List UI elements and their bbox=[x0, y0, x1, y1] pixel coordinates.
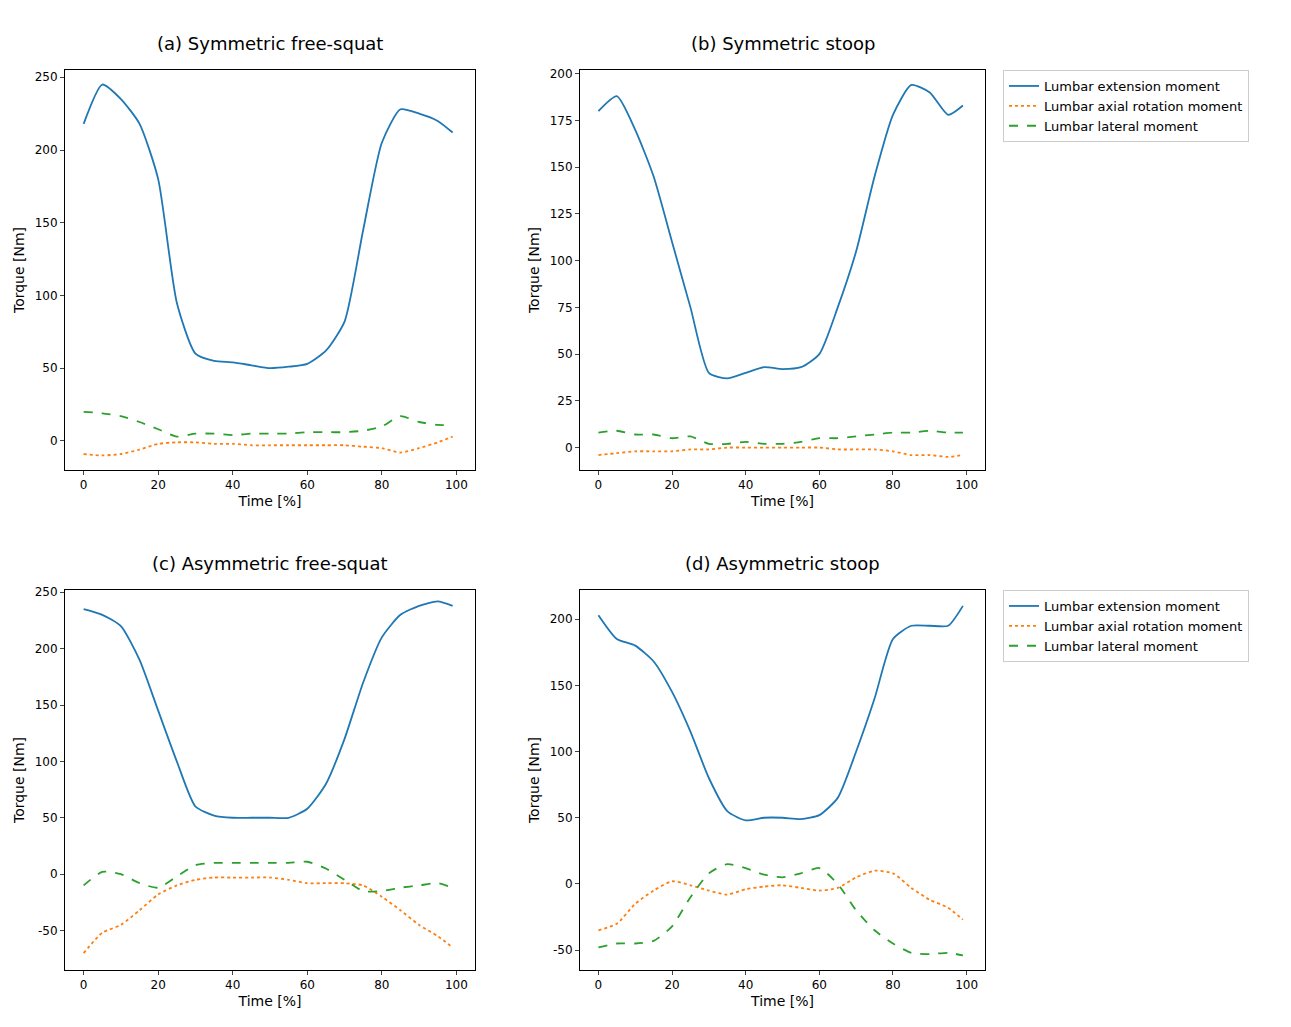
svg-text:25: 25 bbox=[557, 394, 572, 408]
svg-text:50: 50 bbox=[42, 811, 57, 825]
svg-text:40: 40 bbox=[225, 978, 240, 992]
svg-text:100: 100 bbox=[35, 289, 58, 303]
svg-text:150: 150 bbox=[550, 160, 573, 174]
svg-text:Torque [Nm]: Torque [Nm] bbox=[526, 227, 542, 314]
svg-text:0: 0 bbox=[565, 441, 573, 455]
svg-text:20: 20 bbox=[151, 978, 166, 992]
svg-text:75: 75 bbox=[557, 301, 572, 315]
svg-text:80: 80 bbox=[885, 978, 900, 992]
svg-text:20: 20 bbox=[664, 978, 679, 992]
svg-text:Time [%]: Time [%] bbox=[238, 493, 302, 509]
svg-text:200: 200 bbox=[550, 612, 573, 626]
svg-text:80: 80 bbox=[374, 478, 389, 492]
svg-text:0: 0 bbox=[80, 978, 88, 992]
svg-text:0: 0 bbox=[80, 478, 88, 492]
svg-text:50: 50 bbox=[42, 361, 57, 375]
svg-text:Time [%]: Time [%] bbox=[238, 993, 302, 1009]
svg-text:175: 175 bbox=[550, 114, 573, 128]
svg-text:Lumbar lateral moment: Lumbar lateral moment bbox=[1044, 119, 1198, 134]
svg-text:0: 0 bbox=[595, 478, 603, 492]
svg-text:0: 0 bbox=[565, 877, 573, 891]
svg-text:-50: -50 bbox=[553, 943, 573, 957]
svg-text:Torque [Nm]: Torque [Nm] bbox=[526, 737, 542, 824]
svg-text:50: 50 bbox=[557, 347, 572, 361]
svg-text:20: 20 bbox=[664, 478, 679, 492]
svg-text:100: 100 bbox=[35, 755, 58, 769]
svg-text:100: 100 bbox=[550, 254, 573, 268]
svg-text:60: 60 bbox=[300, 978, 315, 992]
svg-text:200: 200 bbox=[35, 642, 58, 656]
svg-text:Lumbar extension moment: Lumbar extension moment bbox=[1044, 599, 1220, 614]
svg-text:Lumbar axial rotation moment: Lumbar axial rotation moment bbox=[1044, 99, 1242, 114]
svg-text:20: 20 bbox=[151, 478, 166, 492]
svg-text:200: 200 bbox=[35, 143, 58, 157]
svg-text:150: 150 bbox=[35, 698, 58, 712]
svg-text:0: 0 bbox=[50, 434, 58, 448]
svg-text:(a) Symmetric free-squat: (a) Symmetric free-squat bbox=[157, 33, 383, 54]
svg-text:Lumbar axial rotation moment: Lumbar axial rotation moment bbox=[1044, 619, 1242, 634]
svg-text:Lumbar lateral moment: Lumbar lateral moment bbox=[1044, 639, 1198, 654]
svg-text:0: 0 bbox=[50, 867, 58, 881]
svg-text:100: 100 bbox=[550, 745, 573, 759]
svg-text:125: 125 bbox=[550, 207, 573, 221]
svg-text:80: 80 bbox=[885, 478, 900, 492]
svg-text:60: 60 bbox=[812, 478, 827, 492]
svg-text:200: 200 bbox=[550, 67, 573, 81]
svg-text:Torque [Nm]: Torque [Nm] bbox=[11, 737, 27, 824]
svg-text:Time [%]: Time [%] bbox=[750, 993, 814, 1009]
svg-text:100: 100 bbox=[955, 478, 978, 492]
svg-text:(d) Asymmetric stoop: (d) Asymmetric stoop bbox=[685, 553, 880, 574]
svg-text:60: 60 bbox=[812, 978, 827, 992]
svg-text:150: 150 bbox=[550, 679, 573, 693]
svg-text:100: 100 bbox=[445, 978, 468, 992]
svg-text:Torque [Nm]: Torque [Nm] bbox=[11, 227, 27, 314]
svg-text:-50: -50 bbox=[38, 924, 58, 938]
svg-text:100: 100 bbox=[445, 478, 468, 492]
svg-text:Lumbar extension moment: Lumbar extension moment bbox=[1044, 79, 1220, 94]
svg-text:40: 40 bbox=[225, 478, 240, 492]
svg-text:100: 100 bbox=[955, 978, 978, 992]
svg-text:0: 0 bbox=[595, 978, 603, 992]
svg-text:(b) Symmetric stoop: (b) Symmetric stoop bbox=[691, 33, 875, 54]
svg-text:Time [%]: Time [%] bbox=[750, 493, 814, 509]
svg-text:150: 150 bbox=[35, 216, 58, 230]
svg-text:50: 50 bbox=[557, 811, 572, 825]
svg-text:80: 80 bbox=[374, 978, 389, 992]
svg-text:(c) Asymmetric free-squat: (c) Asymmetric free-squat bbox=[152, 553, 388, 574]
svg-text:60: 60 bbox=[300, 478, 315, 492]
svg-text:250: 250 bbox=[35, 70, 58, 84]
svg-text:40: 40 bbox=[738, 978, 753, 992]
svg-text:40: 40 bbox=[738, 478, 753, 492]
svg-text:250: 250 bbox=[35, 585, 58, 599]
